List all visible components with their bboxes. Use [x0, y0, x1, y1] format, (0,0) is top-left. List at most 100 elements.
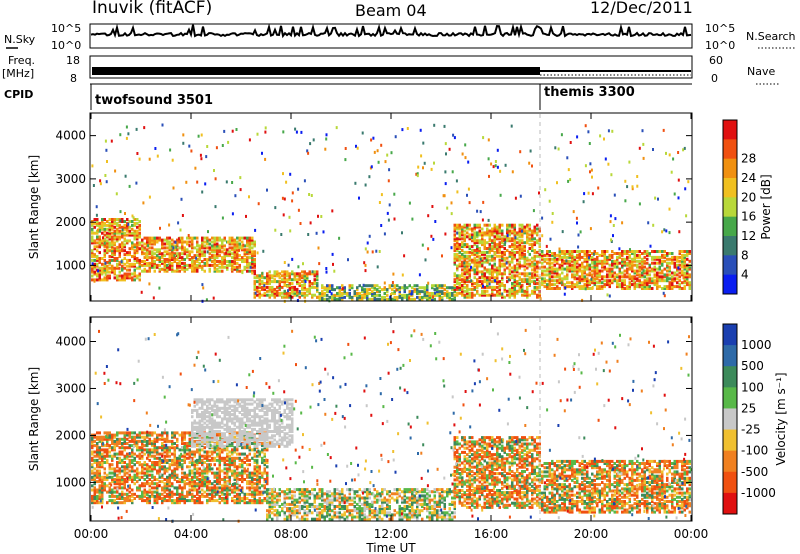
heatmap-cell — [236, 254, 239, 258]
heatmap-cell — [171, 263, 174, 267]
heatmap-cell — [632, 279, 635, 283]
heatmap-cell — [609, 214, 612, 218]
heatmap-cell — [571, 283, 574, 287]
heatmap-cell — [93, 225, 96, 229]
heatmap-cell — [593, 269, 596, 273]
heatmap-cell — [671, 257, 674, 261]
heatmap-cell — [593, 279, 596, 283]
colorbar-segment — [723, 139, 737, 160]
heatmap-cell — [238, 484, 241, 488]
heatmap-cell — [613, 252, 616, 255]
heatmap-cell — [548, 283, 551, 287]
heatmap-cell — [553, 263, 556, 267]
heatmap-cell — [158, 465, 161, 469]
heatmap-cell — [396, 297, 399, 301]
heatmap-cell — [228, 242, 231, 246]
heatmap-cell — [228, 260, 231, 263]
heatmap-cell — [231, 242, 234, 246]
heatmap-cell — [388, 284, 391, 288]
heatmap-cell — [143, 439, 146, 443]
heatmap-cell — [528, 233, 531, 237]
heatmap-cell — [586, 257, 589, 261]
heatmap-cell — [106, 220, 109, 223]
heatmap-cell — [463, 272, 466, 276]
heatmap-cell — [568, 250, 571, 253]
heatmap-cell — [666, 252, 669, 255]
heatmap-cell — [116, 274, 119, 278]
heatmap-cell — [493, 241, 496, 245]
heatmap-cell — [372, 136, 375, 140]
heatmap-cell — [121, 241, 124, 245]
heatmap-cell — [216, 452, 219, 456]
heatmap-cell — [668, 153, 671, 157]
heatmap-cell — [543, 285, 546, 289]
heatmap-cell — [453, 258, 456, 262]
heatmap-cell — [556, 285, 559, 289]
heatmap-cell — [536, 295, 539, 299]
heatmap-cell — [143, 448, 146, 452]
heatmap-cell — [126, 264, 129, 268]
heatmap-cell — [227, 240, 229, 244]
heatmap-cell — [453, 293, 456, 297]
heatmap-cell — [128, 274, 131, 278]
heatmap-cell — [211, 250, 214, 254]
heatmap-cell — [118, 461, 121, 464]
heatmap-cell — [118, 260, 121, 264]
heatmap-cell — [246, 236, 249, 240]
heatmap-cell — [643, 269, 646, 273]
heatmap-cell — [676, 263, 679, 267]
heatmap-cell — [406, 295, 409, 299]
heatmap-cell — [476, 231, 479, 235]
heatmap-cell — [196, 458, 199, 462]
heatmap-cell — [103, 454, 106, 458]
heatmap-cell — [103, 241, 106, 245]
heatmap-cell — [136, 231, 139, 235]
heatmap-cell — [533, 276, 536, 280]
heatmap-cell — [488, 276, 491, 280]
heatmap-cell — [611, 269, 614, 273]
heatmap-cell — [516, 245, 519, 249]
heatmap-cell — [246, 258, 249, 261]
heatmap-cell — [376, 293, 379, 297]
heatmap-cell — [450, 212, 453, 216]
heatmap-cell — [513, 245, 516, 249]
heatmap-cell — [681, 253, 684, 257]
heatmap-cell — [421, 290, 424, 294]
heatmap-cell — [579, 230, 582, 234]
heatmap-cell — [551, 287, 554, 290]
heatmap-cell — [498, 231, 501, 235]
heatmap-cell — [656, 279, 659, 283]
heatmap-cell — [526, 272, 529, 276]
heatmap-cell — [223, 448, 226, 452]
heatmap-cell — [456, 247, 459, 250]
heatmap-cell — [661, 279, 664, 283]
heatmap-cell — [453, 245, 456, 249]
heatmap-cell — [683, 261, 686, 265]
heatmap-cell — [196, 492, 199, 496]
heatmap-cell — [216, 263, 219, 267]
heatmap-cell — [261, 274, 264, 278]
heatmap-cell — [291, 289, 294, 293]
heatmap-cell — [213, 169, 215, 172]
heatmap-cell — [618, 267, 621, 271]
heatmap-cell — [646, 281, 649, 285]
heatmap-cell — [643, 287, 646, 290]
heatmap-cell — [306, 276, 309, 280]
heatmap-cell — [186, 494, 189, 498]
heatmap-cell — [298, 276, 301, 280]
heatmap-cell — [123, 478, 126, 481]
heatmap-cell — [254, 291, 257, 295]
heatmap-cell — [271, 280, 274, 284]
heatmap-cell — [541, 255, 544, 259]
heatmap-cell — [273, 293, 276, 297]
heatmap-cell — [362, 283, 365, 287]
heatmap-cell — [458, 264, 461, 268]
heatmap-cell — [609, 220, 612, 224]
heatmap-cell — [151, 254, 154, 258]
heatmap-cell — [313, 278, 316, 282]
heatmap-cell — [403, 288, 406, 292]
heatmap-cell — [123, 245, 126, 249]
heatmap-cell — [153, 269, 156, 273]
heatmap-cell — [140, 290, 143, 294]
heatmap-cell — [206, 258, 209, 261]
